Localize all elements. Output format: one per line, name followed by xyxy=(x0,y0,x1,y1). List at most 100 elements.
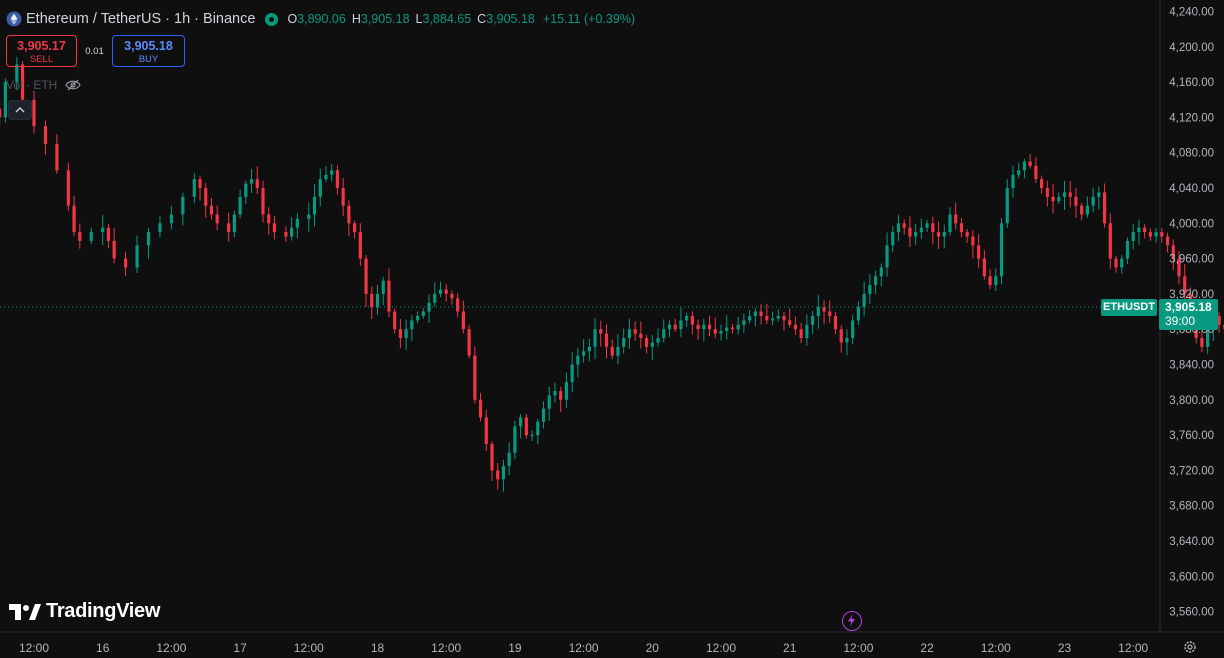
candle xyxy=(89,227,93,245)
volume-legend[interactable]: Vol · ETH xyxy=(6,78,82,92)
candle-body xyxy=(553,390,557,396)
candle xyxy=(1085,196,1089,218)
candle-body xyxy=(644,338,649,347)
candle xyxy=(381,276,385,305)
lightning-icon[interactable] xyxy=(842,611,862,631)
candle xyxy=(839,325,843,353)
candle xyxy=(1097,186,1101,210)
candle-body xyxy=(873,276,878,286)
candle-body xyxy=(868,285,872,294)
market-open-icon xyxy=(265,12,279,26)
candle xyxy=(1125,237,1130,264)
candle xyxy=(404,319,408,350)
candle-body xyxy=(656,338,660,343)
candle xyxy=(433,282,437,307)
candle xyxy=(662,319,666,343)
candle-body xyxy=(1011,174,1015,188)
candle-body xyxy=(261,188,265,215)
candle-body xyxy=(375,293,380,308)
candle xyxy=(604,324,609,359)
candle xyxy=(696,319,700,340)
candle xyxy=(209,198,214,220)
collapse-legend-button[interactable] xyxy=(8,100,32,120)
candle-body xyxy=(32,99,36,127)
candle xyxy=(3,78,7,123)
candle xyxy=(307,202,311,232)
candle-body xyxy=(811,315,815,325)
candle xyxy=(101,215,105,246)
candle xyxy=(862,281,866,317)
candle xyxy=(1200,327,1204,353)
candle-body xyxy=(742,320,746,325)
candle-body xyxy=(616,346,620,356)
candle xyxy=(124,251,128,276)
candle xyxy=(1183,264,1187,304)
candle xyxy=(667,320,672,338)
candle xyxy=(896,214,901,241)
candle-body xyxy=(204,188,208,206)
candle xyxy=(232,210,236,238)
candle xyxy=(524,413,528,439)
candle xyxy=(410,315,414,341)
candle xyxy=(112,228,116,264)
candle-body xyxy=(227,223,231,233)
candle xyxy=(146,227,151,259)
x-tick-label: 18 xyxy=(371,641,385,655)
symbol-header[interactable]: Ethereum / TetherUS · 1h · Binance O3,89… xyxy=(6,9,635,29)
candle xyxy=(936,221,941,249)
candle-body xyxy=(753,311,757,316)
candle-body xyxy=(387,280,391,312)
candle xyxy=(1005,179,1009,229)
candle-body xyxy=(604,333,609,347)
candle-body xyxy=(312,196,317,215)
candle xyxy=(931,216,935,245)
trade-panel: 3,905.17 SELL 0.01 3,905.18 BUY xyxy=(6,35,185,67)
candle-body xyxy=(564,382,569,400)
symbol-title[interactable]: Ethereum / TetherUS · 1h · Binance xyxy=(26,11,256,27)
candle xyxy=(833,312,838,335)
candle xyxy=(570,352,574,392)
volume-label: Vol · ETH xyxy=(6,78,58,92)
candle xyxy=(582,339,586,363)
candle-body xyxy=(1068,192,1072,197)
candle xyxy=(770,311,775,326)
eye-off-icon[interactable] xyxy=(65,79,82,91)
sell-button[interactable]: 3,905.17 SELL xyxy=(6,35,77,67)
candle xyxy=(478,392,483,422)
ohlc-low: L3,884.65 xyxy=(415,12,472,26)
candle xyxy=(484,409,488,451)
candle-body xyxy=(43,126,48,144)
candle-body xyxy=(1080,205,1084,215)
candle xyxy=(982,250,986,280)
buy-button[interactable]: 3,905.18 BUY xyxy=(112,35,185,67)
candle xyxy=(456,293,460,318)
candle-body xyxy=(456,298,460,312)
candle-body xyxy=(1217,315,1221,325)
candle xyxy=(1154,227,1158,243)
settings-gear-icon[interactable] xyxy=(1183,640,1197,654)
candle xyxy=(616,333,620,365)
candle xyxy=(707,315,712,337)
candle-body xyxy=(828,311,832,316)
candle-body xyxy=(478,399,483,418)
candle-body xyxy=(570,364,574,383)
candle-body xyxy=(232,214,236,233)
candle xyxy=(15,57,19,91)
candle xyxy=(547,387,551,421)
candle-body xyxy=(1165,236,1170,246)
candle-body xyxy=(410,320,414,330)
candle-body xyxy=(181,196,185,215)
y-tick-label: 3,640.00 xyxy=(1169,536,1214,548)
candle xyxy=(702,318,706,342)
candle xyxy=(965,228,969,243)
candle xyxy=(181,192,185,226)
candle xyxy=(267,207,271,235)
candle xyxy=(169,206,173,230)
candle xyxy=(999,218,1004,285)
candle xyxy=(782,311,786,331)
candle xyxy=(868,274,872,305)
candle-body xyxy=(994,276,998,286)
candle xyxy=(1017,162,1021,179)
tradingview-logo[interactable]: TradingView xyxy=(9,600,160,623)
